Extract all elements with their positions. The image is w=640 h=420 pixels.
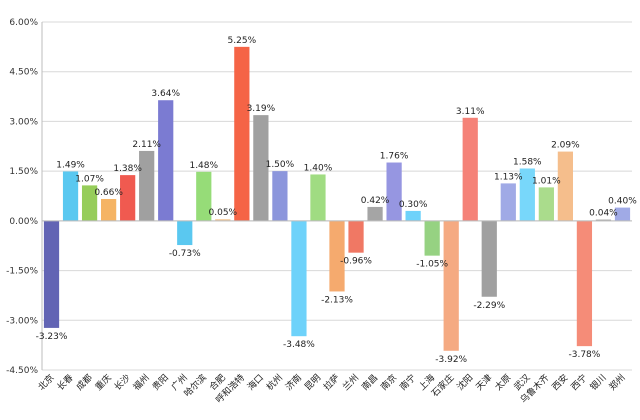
bar [196,171,212,221]
x-category-label: 西宁 [568,372,589,393]
data-label: 2.09% [551,141,580,151]
x-category-label: 沈阳 [454,372,475,393]
data-label: 3.11% [456,107,485,117]
bar [291,220,307,337]
x-category-label: 天津 [474,372,495,393]
x-category-label: 南昌 [359,372,380,393]
bar [43,220,60,328]
bar [177,220,193,246]
data-label: 1.01% [532,176,561,186]
x-category-label: 郑州 [606,372,627,393]
data-label: -3.48% [283,340,315,350]
bar [329,220,345,292]
bar [500,183,516,221]
data-label: -3.23% [36,332,68,342]
data-label: 5.25% [228,36,257,46]
x-category-label: 重庆 [93,372,114,393]
data-label: 0.04% [589,209,618,219]
bar [538,187,554,221]
data-label: -3.78% [568,350,600,360]
bar [443,220,459,351]
x-category-label: 南京 [378,372,399,393]
data-label: 1.50% [266,160,295,170]
bar [519,168,535,221]
x-category-label: 北京 [35,372,56,393]
x-category-label: 福州 [131,372,152,393]
data-label: 1.48% [189,161,218,171]
x-category-label: 西安 [549,372,570,393]
bar [253,115,269,221]
bar [81,185,98,221]
y-tick-label: 4.50% [9,68,38,78]
y-axis-ticks: 6.00% 4.50% 3.00% 1.50% 0.00% -1.50% -3.00% -4.… [6,18,38,376]
x-category-label: 昆明 [303,372,324,393]
bar [272,171,288,221]
x-category-label: 海口 [245,372,266,393]
bar [139,150,155,221]
bar [614,207,631,221]
y-tick-label: 1.50% [9,167,38,177]
data-label: 0.05% [209,208,238,218]
data-label: 3.19% [247,104,276,114]
bars [43,46,631,351]
y-tick-label: 0.00% [9,217,38,227]
x-category-label: 兰州 [340,372,361,393]
data-label: 2.11% [132,140,161,150]
x-axis-categories: 北京 长春 成都 重庆 长沙 福州 贵阳 广州哈尔滨 合肥呼和浩特 海口 杭州 济南 昆明 拉萨 兰州 南昌南… [35,372,627,406]
data-label: -0.96% [340,257,372,267]
data-label: 1.07% [75,174,104,184]
bar [595,219,612,221]
data-label: 1.13% [494,172,523,182]
y-tick-label: -4.50% [6,366,38,376]
bar [424,220,440,256]
data-label: -2.29% [473,301,505,311]
data-label: 1.76% [380,152,409,162]
data-label: -3.92% [435,355,467,365]
bar [215,219,231,221]
data-label: 1.49% [56,160,85,170]
data-label: -1.05% [416,260,448,270]
data-label: -2.13% [321,295,353,305]
bar [557,151,573,221]
data-label: 1.58% [513,157,542,167]
x-category-label: 贵阳 [150,372,171,393]
bar [348,220,364,253]
y-tick-label: -1.50% [6,267,38,277]
bar [481,220,497,297]
y-tick-label: 3.00% [9,117,38,127]
x-category-label: 银川 [587,372,608,393]
bar [386,162,402,221]
bar [576,220,593,347]
bar [101,198,117,221]
data-labels: -3.23% 1.49% 1.07% 0.66% 1.38% 2.11% 3.64% -0.7… [36,36,638,365]
x-category-label: 拉萨 [321,372,342,393]
bar [310,174,326,221]
data-label: -0.73% [169,249,201,259]
data-label: 0.66% [94,188,123,198]
data-label: 1.38% [113,164,142,174]
bar [367,206,383,221]
x-category-label: 杭州 [264,372,285,393]
bar [234,46,250,221]
data-label: 3.64% [151,89,180,99]
bar [462,117,478,221]
data-label: 0.42% [361,196,390,206]
x-category-label: 长沙 [112,372,133,393]
bar [62,171,79,221]
y-tick-label: 6.00% [9,18,38,28]
data-label: 0.40% [608,197,637,207]
data-label: 0.30% [399,200,428,210]
y-tick-label: -3.00% [6,316,38,326]
x-category-label: 太原 [492,372,513,393]
x-category-label: 成都 [73,372,94,393]
bar [120,175,136,221]
bar [158,100,174,221]
bar [405,210,421,221]
x-category-label: 南宁 [397,372,418,393]
x-category-label: 济南 [283,372,304,393]
x-category-label: 长春 [54,372,75,393]
data-label: 1.40% [304,163,333,173]
